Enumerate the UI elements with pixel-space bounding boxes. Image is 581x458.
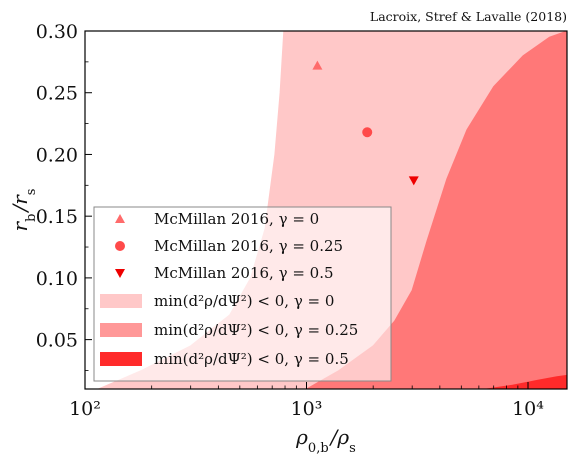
- x-tick-label-0: 10²: [69, 398, 101, 420]
- legend-swatch-1: [100, 323, 142, 337]
- legend-region-label-1: min(d²ρ/dΨ²) < 0, γ = 0.25: [154, 321, 358, 339]
- y-tick-label-5: 0.30: [36, 21, 78, 43]
- plot-frame: [84, 30, 568, 390]
- legend-label-1: McMillan 2016, γ = 0.25: [154, 237, 343, 255]
- y-tick-label-2: 0.15: [36, 206, 78, 228]
- legend-box: [93, 206, 392, 382]
- x-tick-label-1: 10³: [291, 398, 323, 420]
- y-tick-labels: 0.05 0.10 0.15 0.20 0.25 0.30: [36, 21, 78, 352]
- legend-swatch-0: [100, 294, 142, 308]
- legend-marker-2: [115, 269, 125, 278]
- y-axis-title: rb/rs: [8, 189, 39, 232]
- data-points: [312, 60, 419, 186]
- legend-swatch-2: [100, 352, 142, 366]
- chart-credit: Lacroix, Stref & Lavalle (2018): [370, 9, 567, 24]
- point-2: [408, 176, 419, 186]
- point-0: [312, 60, 323, 70]
- region-2: [486, 374, 567, 389]
- legend-label-0: McMillan 2016, γ = 0: [154, 210, 319, 228]
- x-axis-title: ρ0,b/ρs: [295, 425, 356, 456]
- point-1: [362, 127, 373, 138]
- x-tick-labels: 10² 10³ 10⁴: [69, 398, 544, 420]
- y-tick-label-1: 0.10: [36, 268, 78, 290]
- y-tick-label-3: 0.20: [36, 144, 78, 166]
- legend-label-2: McMillan 2016, γ = 0.5: [154, 264, 334, 282]
- legend-marker-1: [115, 241, 125, 251]
- legend: McMillan 2016, γ = 0 McMillan 2016, γ = 0…: [93, 206, 392, 382]
- legend-region-label-0: min(d²ρ/dΨ²) < 0, γ = 0: [154, 292, 334, 310]
- x-tick-label-2: 10⁴: [512, 398, 544, 420]
- y-tick-label-0: 0.05: [36, 330, 78, 352]
- legend-region-label-2: min(d²ρ/dΨ²) < 0, γ = 0.5: [154, 350, 349, 368]
- legend-marker-0: [115, 214, 125, 223]
- y-tick-label-4: 0.25: [36, 83, 78, 105]
